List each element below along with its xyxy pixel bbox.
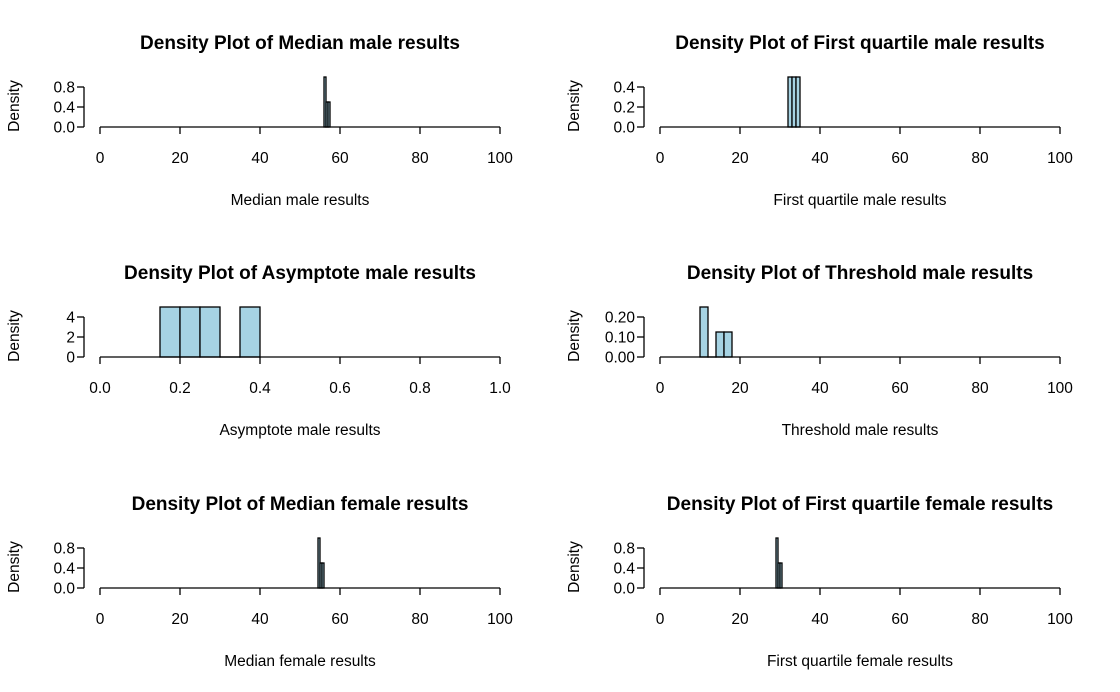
y-axis-label: Density — [566, 310, 583, 362]
x-axis-label: First quartile male results — [773, 192, 946, 209]
x-tick-label: 60 — [891, 611, 909, 628]
x-tick-label: 40 — [251, 611, 269, 628]
x-tick-label: 0 — [656, 611, 665, 628]
x-tick-label: 0.8 — [409, 380, 431, 397]
x-tick-label: 20 — [731, 611, 749, 628]
y-tick-label: 0.0 — [53, 581, 75, 598]
y-tick-label: 4 — [66, 310, 75, 327]
x-tick-label: 60 — [891, 150, 909, 167]
histogram-panel-6: Density Plot of First quartile female re… — [566, 494, 1073, 670]
histogram-bar — [179, 306, 201, 358]
x-tick-label: 20 — [731, 150, 749, 167]
y-axis-label: Density — [6, 80, 23, 132]
y-tick-label: 0 — [66, 350, 75, 367]
y-tick-label: 0.8 — [53, 80, 75, 97]
x-tick-label: 60 — [891, 380, 909, 397]
x-tick-label: 80 — [971, 380, 989, 397]
y-tick-label: 0.4 — [53, 561, 75, 578]
y-tick-label: 0.20 — [605, 310, 636, 327]
panel-title: Density Plot of Asymptote male results — [124, 263, 476, 284]
x-tick-label: 40 — [251, 150, 269, 167]
panel-title: Density Plot of Median male results — [140, 33, 460, 54]
x-tick-label: 0 — [96, 150, 105, 167]
y-tick-label: 0.4 — [53, 100, 75, 117]
histogram-panel-2: Density Plot of First quartile male resu… — [566, 33, 1073, 209]
x-tick-label: 0.6 — [329, 380, 351, 397]
x-tick-label: 100 — [1047, 611, 1073, 628]
y-tick-label: 0.2 — [613, 100, 635, 117]
x-tick-label: 20 — [171, 150, 189, 167]
y-axis-label: Density — [6, 310, 23, 362]
y-tick-label: 0.8 — [613, 541, 635, 558]
histogram-bar — [699, 306, 709, 358]
histogram-bar — [723, 331, 733, 358]
histogram-bar — [779, 562, 783, 589]
y-tick-label: 0.0 — [53, 120, 75, 137]
y-tick-label: 0.0 — [613, 120, 635, 137]
x-tick-label: 60 — [331, 150, 349, 167]
x-tick-label: 0 — [656, 150, 665, 167]
y-tick-label: 0.4 — [613, 80, 635, 97]
y-tick-label: 0.10 — [605, 330, 636, 347]
x-axis-label: Asymptote male results — [219, 422, 380, 439]
panel-title: Density Plot of Median female results — [132, 494, 469, 515]
histogram-bar — [795, 76, 801, 128]
histogram-panel-5: Density Plot of Median female results 0 20… — [6, 494, 513, 670]
histogram-bar — [715, 331, 725, 358]
histogram-bar — [199, 306, 221, 358]
panel-title: Density Plot of First quartile male resu… — [675, 33, 1045, 54]
histogram-panel-3: Density Plot of Asymptote male results 0.… — [6, 263, 511, 439]
x-tick-label: 40 — [811, 611, 829, 628]
x-tick-label: 100 — [1047, 380, 1073, 397]
panel-title: Density Plot of First quartile female re… — [667, 494, 1053, 515]
histogram-bar — [159, 306, 181, 358]
y-tick-label: 0.4 — [613, 561, 635, 578]
x-tick-label: 20 — [171, 611, 189, 628]
histogram-bar — [321, 562, 325, 589]
y-tick-label: 0.00 — [605, 350, 636, 367]
x-axis-label: Median male results — [231, 192, 370, 209]
x-tick-label: 0 — [96, 611, 105, 628]
x-tick-label: 40 — [811, 150, 829, 167]
x-axis-label: Median female results — [224, 653, 376, 670]
x-tick-label: 80 — [411, 611, 429, 628]
y-axis-label: Density — [6, 541, 23, 593]
panel-title: Density Plot of Threshold male results — [687, 263, 1033, 284]
x-axis-label: Threshold male results — [782, 422, 939, 439]
x-tick-label: 0 — [656, 380, 665, 397]
x-tick-label: 0.2 — [169, 380, 191, 397]
y-tick-label: 0.8 — [53, 541, 75, 558]
y-axis-label: Density — [566, 541, 583, 593]
x-tick-label: 1.0 — [489, 380, 511, 397]
x-tick-label: 100 — [487, 611, 513, 628]
y-tick-label: 2 — [66, 330, 75, 347]
histogram-bar — [327, 101, 331, 128]
x-tick-label: 0.0 — [89, 380, 111, 397]
x-tick-label: 20 — [731, 380, 749, 397]
x-tick-label: 40 — [811, 380, 829, 397]
x-axis-label: First quartile female results — [767, 653, 953, 670]
histogram-panel-1: Density Plot of Median male results 0 20 40… — [6, 33, 513, 209]
x-tick-label: 0.4 — [249, 380, 271, 397]
y-axis-label: Density — [566, 80, 583, 132]
x-tick-label: 80 — [971, 150, 989, 167]
y-tick-label: 0.0 — [613, 581, 635, 598]
x-tick-label: 100 — [1047, 150, 1073, 167]
x-tick-label: 60 — [331, 611, 349, 628]
x-tick-label: 100 — [487, 150, 513, 167]
histogram-panel-4: Density Plot of Threshold male results 0 2… — [566, 263, 1073, 439]
histogram-bar — [239, 306, 261, 358]
x-tick-label: 80 — [411, 150, 429, 167]
x-tick-label: 80 — [971, 611, 989, 628]
